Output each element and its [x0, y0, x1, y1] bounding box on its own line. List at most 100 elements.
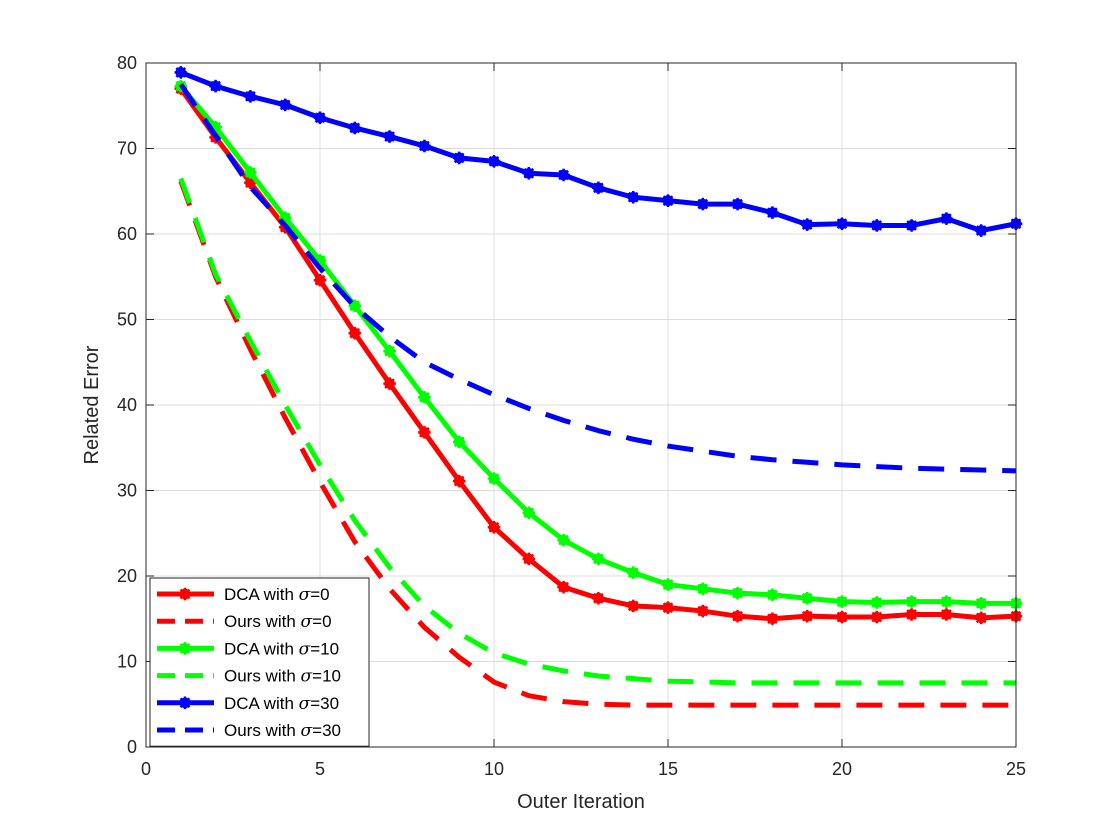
data-point [313, 273, 327, 287]
data-point [766, 588, 779, 602]
data-point [870, 219, 884, 232]
data-point [522, 166, 536, 180]
legend-entry-4: DCA with σ=30 [157, 694, 339, 714]
data-point [766, 612, 779, 626]
data-point [487, 155, 501, 168]
data-point [661, 601, 675, 614]
data-point [835, 217, 849, 231]
series-4 [174, 66, 1023, 237]
data-point [905, 219, 918, 232]
data-point [244, 166, 257, 179]
data-point [383, 344, 396, 358]
data-point [626, 566, 640, 579]
data-point [905, 595, 918, 608]
data-point [731, 197, 744, 211]
data-point [626, 190, 640, 204]
y-tick-label: 30 [117, 481, 137, 501]
data-point [244, 90, 257, 103]
data-point [731, 609, 744, 623]
data-point [487, 472, 501, 485]
data-point [800, 609, 814, 623]
data-point [452, 151, 466, 165]
data-point [278, 98, 292, 112]
series-layer [174, 66, 1023, 708]
legend-marker [178, 642, 192, 655]
data-point [487, 520, 501, 534]
sigma-symbol: σ [301, 612, 313, 632]
data-point [835, 610, 849, 624]
x-tick-label: 0 [141, 759, 151, 779]
series-3 [178, 177, 1016, 686]
data-point [974, 224, 988, 237]
data-point [940, 595, 953, 608]
data-point [522, 552, 536, 566]
series-line [178, 177, 1016, 686]
data-point [348, 326, 362, 340]
legend-label: Ours with σ=10 [224, 667, 341, 687]
data-point [557, 533, 570, 547]
sigma-symbol: σ [301, 667, 313, 687]
legend-label: Ours with σ=0 [224, 612, 332, 632]
data-point [452, 474, 466, 488]
y-tick-label: 0 [127, 737, 137, 757]
data-point [800, 218, 814, 231]
data-point [974, 611, 988, 625]
data-point [592, 181, 605, 195]
legend-marker [178, 696, 192, 710]
x-axis-label: Outer Iteration [517, 791, 645, 813]
data-point [835, 595, 849, 608]
legend-entry-1: Ours with σ=0 [157, 612, 332, 632]
data-point [418, 426, 431, 439]
legend-marker [178, 587, 192, 601]
data-point [592, 591, 605, 605]
data-point [209, 79, 222, 93]
data-point [974, 597, 988, 610]
sigma-symbol: σ [299, 639, 311, 659]
series-5 [178, 82, 1017, 474]
grid-lines [146, 63, 1016, 747]
data-point [244, 176, 257, 189]
data-point [557, 580, 570, 594]
data-point [418, 391, 431, 404]
data-point [696, 197, 710, 211]
x-tick-label: 15 [658, 759, 678, 779]
y-axis-label: Related Error [81, 345, 103, 464]
data-point [940, 212, 953, 225]
data-point [174, 66, 188, 79]
sigma-symbol: σ [301, 721, 313, 741]
x-tick-label: 5 [315, 759, 325, 779]
axis-ticks: 0 5 10 15 20 25 0 10 20 30 40 50 60 70 80 [117, 53, 1026, 779]
data-point [661, 578, 675, 591]
data-point [592, 552, 605, 566]
y-tick-label: 70 [117, 139, 137, 159]
legend-entry-2: DCA with σ=10 [157, 639, 339, 659]
sigma-symbol: σ [299, 694, 311, 714]
sigma-symbol: σ [299, 585, 311, 605]
data-point [940, 608, 953, 621]
legend-label: Ours with σ=30 [224, 721, 341, 741]
series-1 [178, 180, 1016, 708]
legend-entry-5: Ours with σ=30 [157, 721, 341, 741]
x-tick-label: 25 [1006, 759, 1026, 779]
data-point [348, 121, 362, 135]
data-point [557, 168, 570, 182]
data-point [383, 377, 396, 390]
y-tick-label: 50 [117, 310, 137, 330]
y-tick-label: 80 [117, 53, 137, 73]
data-point [452, 435, 466, 449]
legend-label: DCA with σ=10 [224, 639, 339, 659]
legend-label: DCA with σ=0 [224, 585, 330, 605]
y-tick-label: 10 [117, 652, 137, 672]
y-tick-label: 60 [117, 224, 137, 244]
legend-entry-0: DCA with σ=0 [157, 585, 330, 605]
data-point [696, 582, 710, 596]
legend: DCA with σ=0 Ours with σ=0 DCA with σ=10 Ou… [149, 577, 370, 747]
data-point [418, 139, 431, 153]
data-point [313, 111, 327, 125]
y-tick-label: 20 [117, 566, 137, 586]
data-point [870, 610, 884, 624]
legend-box [149, 577, 370, 747]
data-point [626, 599, 640, 613]
data-point [905, 608, 918, 621]
